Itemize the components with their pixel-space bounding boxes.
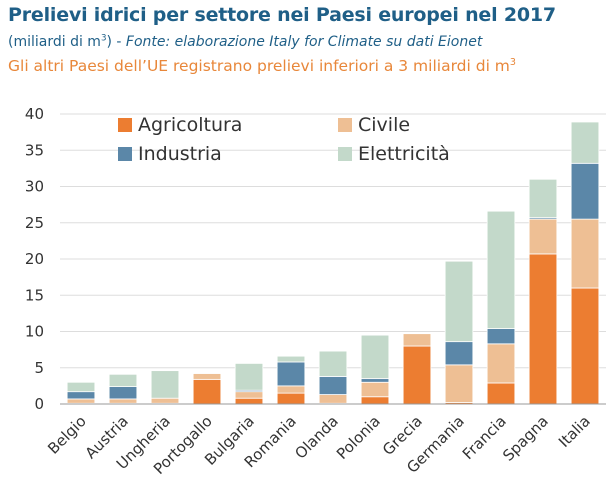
legend-label: Agricoltura [138, 114, 242, 136]
bar-segment [360, 381, 390, 398]
bar-segment [570, 287, 600, 405]
bar-segment [276, 361, 306, 387]
bar-segment [192, 378, 222, 405]
bar-segment [528, 218, 558, 255]
bar-segment [570, 218, 600, 289]
bar-segment [276, 392, 306, 405]
bar-segment [108, 398, 138, 404]
bar-segment [66, 391, 96, 400]
legend-label: Civile [358, 114, 410, 136]
y-tick-label: 5 [34, 359, 44, 377]
bar-segment [318, 376, 348, 395]
bar-segment [318, 350, 348, 377]
bar-segment [360, 334, 390, 380]
bar-segment [192, 373, 222, 380]
bar-segment [570, 162, 600, 220]
y-tick-label: 25 [25, 214, 44, 232]
x-tick-label: Polonia [333, 412, 384, 463]
chart-note: Gli altri Paesi dell’UE registrano preli… [8, 57, 516, 75]
bar-segment [444, 364, 474, 403]
bar-segment [66, 398, 96, 404]
bar-segment [528, 178, 558, 219]
bar-segment [234, 391, 264, 399]
y-tick-label: 0 [34, 395, 44, 413]
bar-segment [528, 253, 558, 405]
bar-segment [486, 343, 516, 384]
subtitle-unit-sup: 3 [100, 33, 107, 44]
y-tick-label: 20 [25, 250, 44, 268]
y-tick-label: 30 [25, 178, 44, 196]
legend-swatch [338, 147, 352, 161]
bar-segment [486, 382, 516, 405]
legend-swatch [118, 147, 132, 161]
bar-segment [108, 373, 138, 387]
bar-segment [486, 210, 516, 329]
bar-segment [402, 345, 432, 405]
bar-segment [486, 328, 516, 345]
note-text: Gli altri Paesi dell’UE registrano preli… [8, 57, 510, 75]
x-tick-label: Italia [555, 412, 594, 451]
bar-segment [570, 121, 600, 164]
y-tick-label: 40 [25, 105, 44, 123]
subtitle-source: Fonte: elaborazione Italy for Climate su… [125, 34, 483, 50]
bar-segment [276, 385, 306, 394]
bar-segment [318, 394, 348, 404]
chart-subtitle: (miliardi di m3) - Fonte: elaborazione I… [8, 34, 482, 50]
bar-segment [234, 362, 264, 391]
y-tick-label: 35 [25, 141, 44, 159]
bar-segment [444, 341, 474, 366]
legend-swatch [118, 118, 132, 132]
bar-segment [150, 397, 180, 404]
bar-segment [66, 381, 96, 393]
legend-swatch [338, 118, 352, 132]
bar-segment [360, 378, 390, 383]
subtitle-unit-close: ) - [106, 34, 126, 50]
x-tick-label: Olanda [291, 412, 341, 462]
bar-segment [360, 396, 390, 405]
bar-segment [108, 386, 138, 400]
x-tick-label: Spagna [499, 412, 552, 465]
note-sup: 3 [509, 56, 517, 68]
legend-label: Industria [138, 143, 222, 165]
bar-segment [150, 370, 180, 399]
bar-segment [276, 355, 306, 363]
subtitle-unit: (miliardi di m [8, 34, 101, 50]
chart-title: Prelievi idrici per settore nei Paesi eu… [8, 4, 556, 26]
bar-segment [444, 260, 474, 343]
legend-label: Elettricità [358, 143, 450, 165]
y-tick-label: 15 [25, 286, 44, 304]
bar-segment [234, 397, 264, 405]
y-tick-label: 10 [25, 323, 44, 341]
bar-segment [402, 333, 432, 347]
